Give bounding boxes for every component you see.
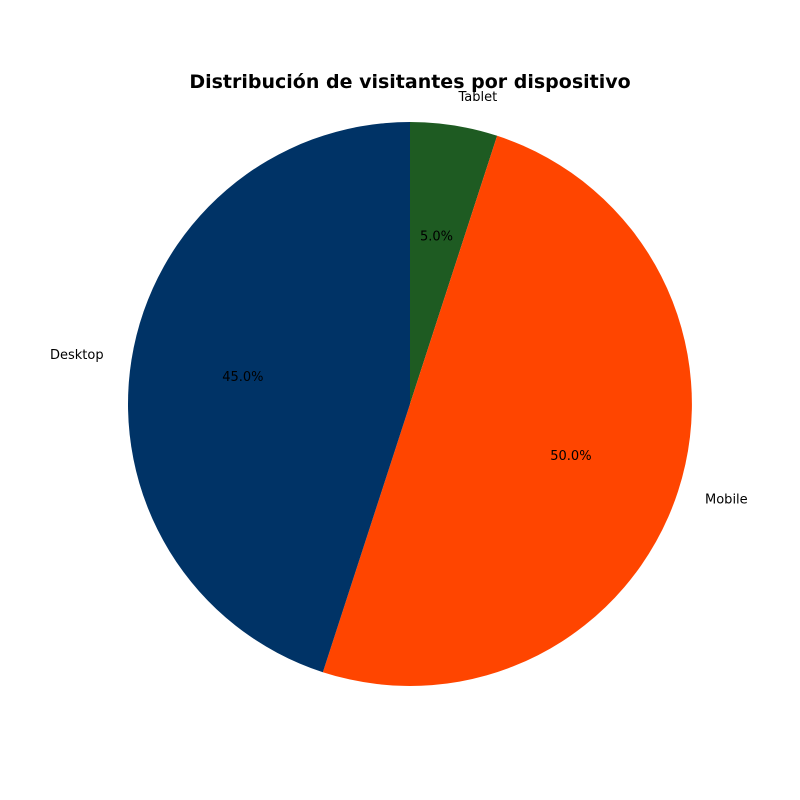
slice-label-desktop: Desktop <box>50 348 104 363</box>
slice-percent-tablet: 5.0% <box>420 229 453 244</box>
pie-slice-desktop <box>128 122 410 673</box>
pie-slices <box>128 122 692 686</box>
chart-title: Distribución de visitantes por dispositi… <box>189 71 630 93</box>
pie-labels: Tablet 5.0% Mobile 50.0% Desktop 45.0% <box>50 90 748 507</box>
slice-label-mobile: Mobile <box>705 492 748 507</box>
slice-label-tablet: Tablet <box>458 90 498 105</box>
slice-percent-desktop: 45.0% <box>222 370 263 385</box>
pie-slice-mobile <box>322 135 692 686</box>
slice-percent-mobile: 50.0% <box>550 449 591 464</box>
pie-slice-tablet <box>410 122 498 404</box>
